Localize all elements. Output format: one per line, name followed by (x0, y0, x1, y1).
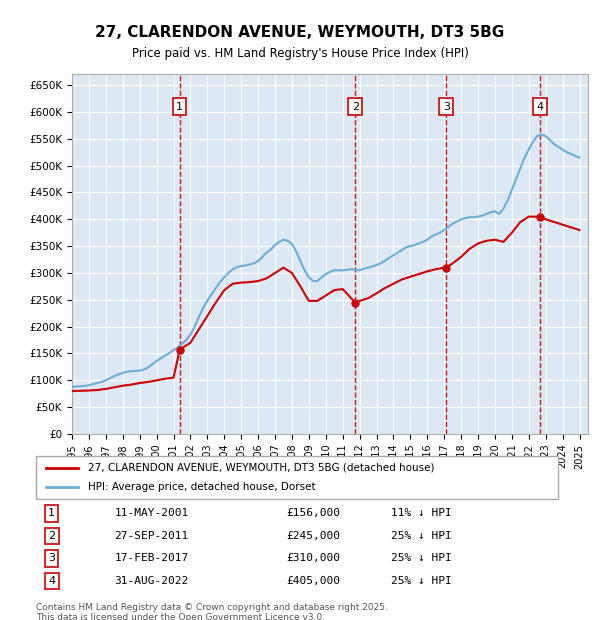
Text: £405,000: £405,000 (287, 576, 341, 586)
Point (350, 298, 360, 308)
Text: £310,000: £310,000 (287, 554, 341, 564)
Point (442, 263, 451, 273)
Text: Contains HM Land Registry data © Crown copyright and database right 2025.
This d: Contains HM Land Registry data © Crown c… (36, 603, 388, 620)
Text: 27, CLARENDON AVENUE, WEYMOUTH, DT3 5BG (detached house): 27, CLARENDON AVENUE, WEYMOUTH, DT3 5BG … (88, 463, 434, 473)
Text: 31-AUG-2022: 31-AUG-2022 (114, 576, 188, 586)
Text: 25% ↓ HPI: 25% ↓ HPI (391, 531, 452, 541)
Text: 1: 1 (48, 508, 55, 518)
Text: 27-SEP-2011: 27-SEP-2011 (114, 531, 188, 541)
Text: 3: 3 (48, 554, 55, 564)
Point (175, 345, 184, 355)
Text: Price paid vs. HM Land Registry's House Price Index (HPI): Price paid vs. HM Land Registry's House … (131, 46, 469, 60)
Text: £156,000: £156,000 (287, 508, 341, 518)
Text: 4: 4 (536, 102, 544, 112)
Text: 17-FEB-2017: 17-FEB-2017 (114, 554, 188, 564)
Text: 11-MAY-2001: 11-MAY-2001 (114, 508, 188, 518)
Text: 3: 3 (443, 102, 450, 112)
Text: 25% ↓ HPI: 25% ↓ HPI (391, 576, 452, 586)
Text: 1: 1 (176, 102, 183, 112)
Text: 2: 2 (48, 531, 55, 541)
Text: 25% ↓ HPI: 25% ↓ HPI (391, 554, 452, 564)
Text: 11% ↓ HPI: 11% ↓ HPI (391, 508, 452, 518)
Text: 4: 4 (48, 576, 55, 586)
FancyBboxPatch shape (36, 456, 558, 499)
Text: 27, CLARENDON AVENUE, WEYMOUTH, DT3 5BG: 27, CLARENDON AVENUE, WEYMOUTH, DT3 5BG (95, 25, 505, 40)
Point (535, 211, 545, 221)
Text: 2: 2 (352, 102, 359, 112)
Text: HPI: Average price, detached house, Dorset: HPI: Average price, detached house, Dors… (88, 482, 316, 492)
Text: £245,000: £245,000 (287, 531, 341, 541)
